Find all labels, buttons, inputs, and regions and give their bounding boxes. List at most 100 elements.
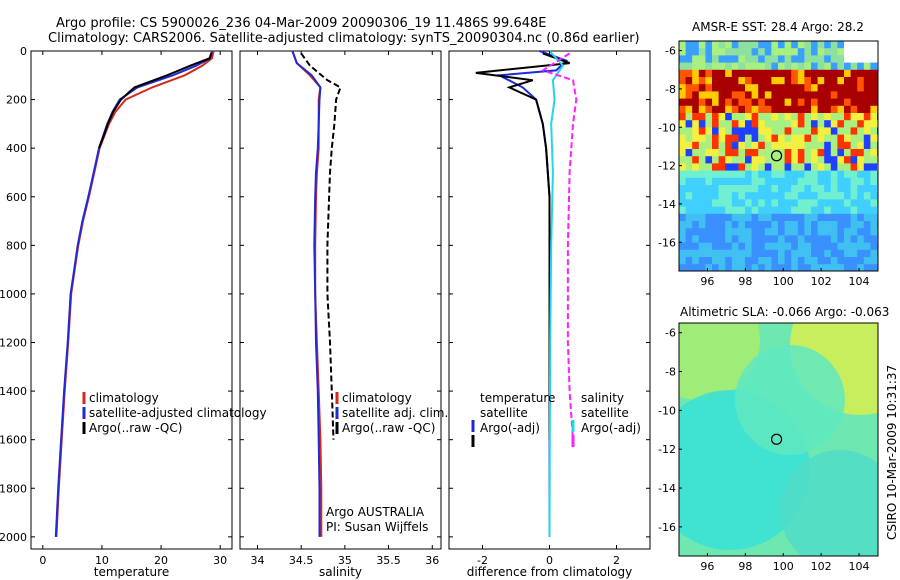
- sst-map-cell: [758, 105, 766, 114]
- sst-map-cell: [731, 69, 739, 78]
- sst-map-cell: [804, 213, 812, 222]
- sst-map-cell: [797, 257, 805, 265]
- sst-map-cell: [758, 242, 766, 251]
- sst-map-cell: [745, 192, 752, 200]
- sst-map-cell: [745, 264, 752, 271]
- sst-map-cell: [698, 149, 706, 157]
- sst-map-cell: [745, 228, 752, 236]
- sst-map-cell: [830, 69, 838, 78]
- sst-map-cell: [797, 170, 805, 179]
- sst-map-cell: [725, 77, 733, 85]
- sst-map-cell: [778, 185, 785, 193]
- y-tick-label: 0: [20, 45, 27, 58]
- sst-map-cell: [824, 228, 832, 236]
- sst-map-cell: [771, 213, 779, 222]
- x-tick-label: 0: [39, 554, 46, 567]
- sst-map-cell: [784, 192, 792, 200]
- sst-map-cell: [857, 77, 865, 85]
- sst-map-cell: [758, 192, 766, 200]
- sst-map-cell: [771, 41, 779, 49]
- sst-map-cell: [685, 192, 693, 200]
- sst-map-cell: [824, 170, 832, 179]
- sst-map-cell: [725, 105, 733, 114]
- sst-map-cell: [692, 177, 700, 186]
- sst-map-cell: [824, 163, 832, 171]
- sst-map-cell: [738, 170, 746, 179]
- sst-map-cell: [712, 199, 719, 207]
- sst-map-cell: [811, 264, 818, 271]
- sst-map-cell: [764, 113, 772, 121]
- sst-map-cell: [758, 149, 766, 157]
- sst-map-cell: [791, 235, 799, 243]
- sst-map-cell: [738, 69, 746, 78]
- sst-map-cell: [705, 105, 713, 114]
- sst-map-cell: [830, 156, 838, 164]
- sst-map-cell: [804, 105, 812, 114]
- sst-map-cell: [837, 105, 845, 114]
- sst-map-cell: [791, 185, 799, 193]
- salinity-panel: [239, 50, 442, 550]
- sst-map-cell: [797, 221, 805, 229]
- sst-map-cell: [685, 98, 693, 107]
- panel-annotation: Argo AUSTRALIA: [326, 505, 425, 519]
- sst-map-cell: [857, 134, 865, 143]
- sst-map-cell: [863, 242, 871, 251]
- sst-map-cell: [791, 48, 799, 56]
- sst-map-cell: [817, 228, 825, 236]
- sst-map-cell: [863, 84, 871, 92]
- sst-map-cell: [863, 120, 871, 128]
- map-y-tick-label: -8: [665, 83, 676, 96]
- sst-map-cell: [758, 41, 766, 49]
- sst-map-cell: [830, 141, 838, 150]
- sst-map-cell: [830, 91, 838, 99]
- sst-map-cell: [837, 48, 845, 56]
- sst-map-cell: [698, 98, 706, 107]
- sst-map-cell: [738, 177, 746, 186]
- sst-map-cell: [804, 228, 812, 236]
- sst-map-cell: [844, 185, 851, 193]
- sst-map-cell: [698, 228, 706, 236]
- sst-map-cell: [679, 55, 686, 63]
- sst-map-cell: [870, 77, 878, 85]
- sst-map-cell: [705, 156, 713, 164]
- sst-map-cell: [784, 199, 792, 207]
- sst-map-cell: [725, 69, 733, 78]
- sst-map-cell: [837, 62, 845, 71]
- sst-map-cell: [738, 221, 746, 229]
- sst-map-cell: [685, 249, 693, 258]
- sst-map-cell: [817, 221, 825, 229]
- sst-map-cell: [685, 77, 693, 85]
- sst-map-cell: [725, 141, 733, 150]
- sst-map-cell: [830, 77, 838, 85]
- sst-map-cell: [830, 163, 838, 171]
- sst-map-cell: [712, 177, 719, 186]
- sst-map-cell: [797, 199, 805, 207]
- sst-map-cell: [738, 199, 746, 207]
- sst-map-cell: [692, 113, 700, 121]
- sst-map-cell: [679, 185, 686, 193]
- sst-map-cell: [844, 177, 851, 186]
- sst-map-cell: [692, 257, 700, 265]
- sst-map-cell: [698, 84, 706, 92]
- sst-map-cell: [824, 77, 832, 85]
- sst-map-cell: [771, 141, 779, 150]
- sst-map-cell: [698, 77, 706, 85]
- sst-map-cell: [797, 206, 805, 215]
- sst-map-cell: [738, 62, 746, 71]
- sst-map-cell: [824, 48, 832, 56]
- sst-map-cell: [844, 41, 851, 49]
- sst-map-cell: [791, 113, 799, 121]
- sst-map-cell: [712, 105, 719, 114]
- sst-map-cell: [857, 113, 865, 121]
- sst-map-cell: [778, 235, 785, 243]
- sst-map-cell: [751, 170, 759, 179]
- profile-location-marker: [770, 150, 783, 162]
- x-tick-label: 0: [546, 554, 553, 567]
- sst-map-cell: [830, 213, 838, 222]
- sst-map-cell: [758, 77, 766, 85]
- sst-map-cell: [778, 163, 785, 171]
- sst-map-cell: [817, 185, 825, 193]
- sst-map-cell: [870, 213, 878, 222]
- sst-map-cell: [857, 55, 865, 63]
